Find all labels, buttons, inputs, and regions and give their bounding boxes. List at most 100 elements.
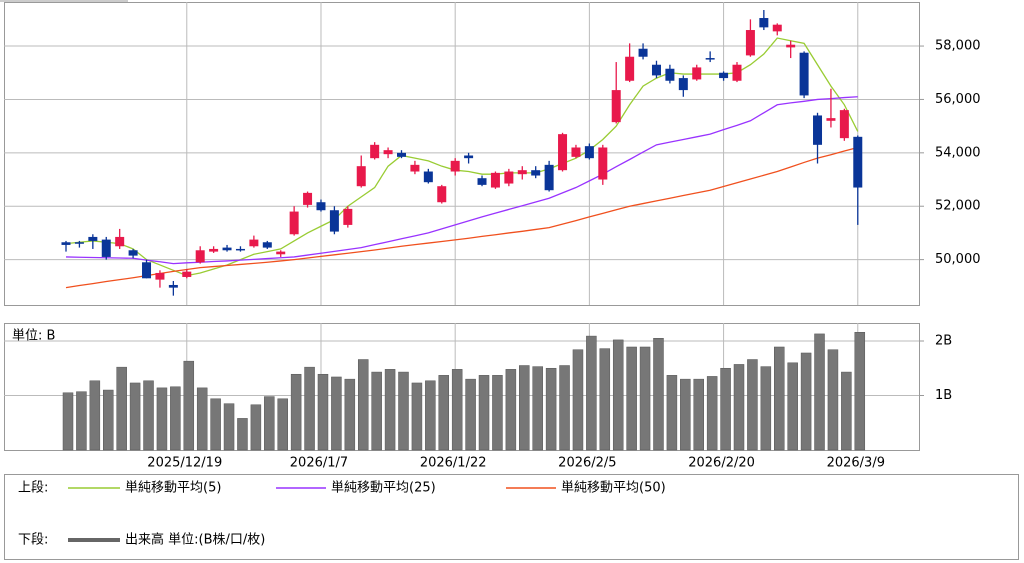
candle-body: [450, 160, 460, 172]
x-tick-label: 2026/1/7: [290, 456, 348, 471]
candle-body: [249, 239, 259, 247]
candle-body: [195, 250, 205, 263]
candle-body: [651, 64, 661, 76]
volume-bar: [800, 352, 812, 451]
volume-bar: [304, 366, 315, 451]
volume-bar: [545, 367, 557, 451]
volume-bar: [76, 391, 87, 451]
volume-bar: [170, 386, 181, 451]
legend-label: 単純移動平均(5): [125, 480, 221, 496]
volume-bar: [693, 378, 704, 451]
volume-panel: [4, 323, 920, 451]
candle-body: [531, 170, 541, 176]
candle-body: [343, 208, 353, 225]
volume-bar: [264, 396, 275, 451]
volume-bar: [706, 376, 718, 451]
candle-body: [719, 72, 729, 79]
candle-body: [423, 171, 433, 183]
volume-bar: [331, 376, 342, 451]
x-tick-label: 2026/1/22: [420, 456, 487, 471]
candle-body: [544, 164, 554, 191]
candle-body: [705, 58, 715, 60]
x-tick-label: 2025/12/19: [147, 456, 222, 471]
x-tick-label: 2026/3/9: [827, 456, 885, 471]
volume-bar: [653, 338, 664, 451]
candle-body: [839, 110, 849, 139]
volume-bar: [505, 369, 517, 451]
candle-body: [477, 178, 487, 185]
volume-bar: [277, 398, 288, 451]
candle-body: [289, 211, 299, 235]
volume-bar: [62, 392, 74, 451]
volume-bar: [814, 333, 825, 451]
candle-body: [558, 134, 568, 171]
candle-body: [142, 262, 152, 279]
candle-body: [826, 118, 836, 121]
volume-bar: [371, 371, 382, 451]
volume-bar: [733, 364, 745, 451]
candle-body: [732, 64, 742, 81]
volume-bar: [237, 418, 248, 451]
legend-label: 単純移動平均(50): [561, 480, 666, 496]
candle-body: [303, 192, 313, 205]
candle-body: [638, 48, 648, 57]
y-tick-label: 54,000: [935, 145, 981, 160]
candle-body: [356, 166, 366, 187]
volume-bar: [760, 366, 772, 451]
y-tick-label: 1B: [935, 388, 952, 403]
volume-bar: [680, 378, 691, 451]
volume-unit: 単位: B: [12, 328, 55, 344]
candle-body: [745, 30, 755, 56]
candle-body: [168, 284, 178, 288]
volume-bar: [841, 371, 852, 451]
candle-body: [490, 172, 500, 188]
volume-bar: [854, 332, 866, 451]
candle-body: [410, 164, 420, 172]
y-tick-label: 52,000: [935, 199, 981, 214]
volume-bar: [626, 346, 637, 451]
candle-body: [464, 155, 474, 159]
candle-body: [276, 251, 286, 255]
legend-upper: 上段:: [18, 481, 48, 496]
candle-body: [74, 242, 84, 244]
volume-bar: [586, 335, 597, 451]
volume-bar: [116, 366, 127, 451]
volume-bar: [827, 349, 839, 451]
volume-bar: [599, 348, 611, 451]
y-tick-label: 56,000: [935, 92, 981, 107]
volume-bar: [357, 359, 369, 451]
legend-lower: 下段:: [18, 533, 48, 548]
candle-body: [611, 90, 621, 123]
candle-body: [517, 170, 527, 175]
volume-bar: [210, 398, 221, 451]
candle-body: [61, 242, 71, 245]
volume-bar: [532, 366, 543, 451]
volume-bar: [183, 360, 195, 451]
volume-bar: [89, 380, 101, 451]
candle-body: [678, 78, 688, 91]
volume-bar: [103, 389, 114, 451]
ma-line: [65, 146, 858, 289]
volume-bar: [465, 378, 476, 451]
volume-bar: [384, 369, 396, 451]
volume-bar: [398, 371, 409, 451]
volume-bar: [438, 375, 450, 451]
y-tick-label: 2B: [935, 333, 952, 348]
volume-bar: [639, 346, 651, 451]
legend-box: [4, 474, 1019, 560]
volume-bar: [492, 375, 503, 451]
x-tick-label: 2026/2/5: [558, 456, 616, 471]
volume-bar: [129, 382, 141, 451]
candle-body: [383, 150, 393, 155]
candle-body: [625, 56, 635, 81]
volume-bar: [747, 359, 758, 451]
candle-body: [235, 248, 245, 251]
volume-bar: [720, 367, 731, 451]
volume-bar: [317, 373, 329, 451]
price-panel: [4, 2, 920, 306]
candle-body: [397, 152, 406, 157]
candle-body: [665, 68, 675, 81]
volume-bar: [196, 387, 208, 451]
volume-bar: [250, 404, 262, 451]
candle-body: [853, 136, 863, 188]
